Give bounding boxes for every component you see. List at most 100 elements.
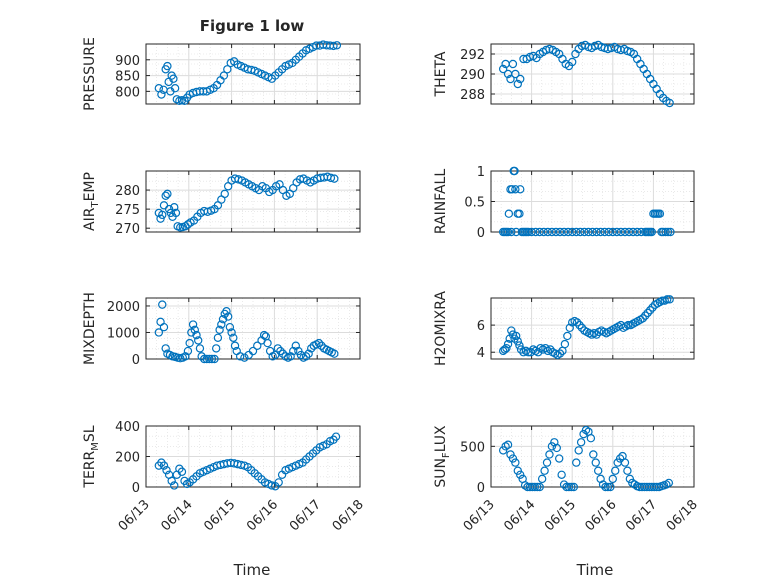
data-point [569, 482, 579, 492]
axes-box [490, 425, 695, 488]
data-point [507, 326, 516, 335]
data-point [223, 312, 233, 321]
data-point [620, 227, 630, 237]
x-tick-label: 06/17 [623, 497, 660, 534]
data-point [611, 466, 620, 475]
data-point [330, 174, 339, 183]
y-axis-label-main: THETA [433, 51, 449, 97]
y-axis-label-main: RAINFALL [433, 169, 449, 234]
data-point [503, 440, 513, 449]
data-point [171, 208, 181, 218]
x-tick-label: 06/15 [542, 497, 579, 534]
data-point [645, 306, 655, 315]
data-point [628, 227, 638, 237]
y-axis-label: THETA [433, 51, 449, 97]
y-axis-label-main: TERR [82, 450, 98, 488]
data-point [248, 346, 258, 356]
y-axis-label: TERRMSL [82, 425, 101, 488]
data-point [207, 354, 217, 364]
data-point [624, 320, 633, 330]
data-point [616, 227, 626, 237]
data-point [185, 338, 194, 348]
data-point [535, 482, 544, 492]
subplot-2: 270 275 280 AIRTEMP [82, 170, 361, 237]
data-point [612, 227, 622, 237]
data-point [213, 333, 223, 342]
data-point [666, 227, 675, 237]
data-point [620, 458, 630, 467]
data-point [535, 227, 544, 237]
data-point [516, 470, 525, 479]
data-point [576, 227, 585, 237]
data-point [516, 345, 526, 354]
data-point [591, 458, 600, 467]
data-point [158, 210, 167, 220]
data-point [508, 454, 518, 463]
data-point [638, 314, 648, 323]
data-point [572, 458, 581, 467]
data-point [217, 320, 226, 329]
data-point [161, 344, 170, 353]
data-point [273, 344, 283, 353]
data-point [581, 425, 591, 435]
data-point [588, 227, 597, 237]
data-point [515, 209, 524, 218]
data-point [608, 227, 618, 237]
data-point [665, 98, 674, 108]
data-point [664, 478, 674, 488]
x-tick-label: 06/15 [201, 497, 238, 534]
data-point [596, 227, 605, 237]
data-point [593, 466, 603, 475]
y-axis-label-subscript: F [441, 452, 452, 458]
y-tick-label: 900 [115, 54, 140, 69]
data-point [159, 461, 169, 470]
data-point [541, 343, 550, 353]
data-point [197, 352, 206, 361]
data-point [540, 466, 549, 475]
data-point [289, 346, 298, 356]
data-point [543, 227, 553, 237]
data-point [533, 348, 543, 357]
x-tick-label: 06/16 [583, 497, 620, 534]
data-point [513, 79, 522, 89]
data-point [643, 308, 652, 318]
data-point [215, 325, 224, 335]
data-point [574, 446, 583, 455]
subplot-6: 0 200 400 06/13 06/14 06/15 06/16 06/17 06/18 TER… [82, 420, 367, 534]
data-point [503, 339, 513, 349]
data-point [222, 307, 231, 316]
data-point [161, 191, 170, 200]
data-point [177, 467, 187, 476]
data-point [630, 480, 639, 489]
data-point [557, 470, 566, 479]
y-axis-label: RAINFALL [433, 169, 449, 234]
x-tick-label: 06/14 [501, 497, 538, 534]
data-point [510, 166, 519, 176]
data-point [194, 336, 203, 345]
y-tick-label: 1 [477, 165, 485, 180]
data-point [513, 466, 522, 475]
subplot-4: 0 1000 2000 MIXDEPTH [82, 292, 361, 368]
data-point [564, 482, 574, 492]
y-tick-label: 280 [115, 184, 140, 199]
data-point [164, 204, 174, 214]
data-point [551, 227, 561, 237]
data-point [330, 349, 339, 358]
data-point [584, 227, 593, 237]
data-point [218, 315, 228, 324]
data-point [183, 346, 193, 356]
y-tick-label: 0 [477, 481, 485, 496]
data-point [615, 454, 625, 463]
data-point [210, 354, 219, 364]
data-point [230, 341, 240, 350]
data-point [296, 350, 306, 360]
figure-title: Figure 1 low [200, 17, 305, 35]
data-point [274, 478, 283, 487]
data-point [265, 346, 275, 356]
y-tick-label: 270 [115, 222, 140, 237]
data-point [314, 338, 324, 348]
y-tick-label: 500 [460, 440, 485, 455]
data-point [515, 341, 524, 350]
